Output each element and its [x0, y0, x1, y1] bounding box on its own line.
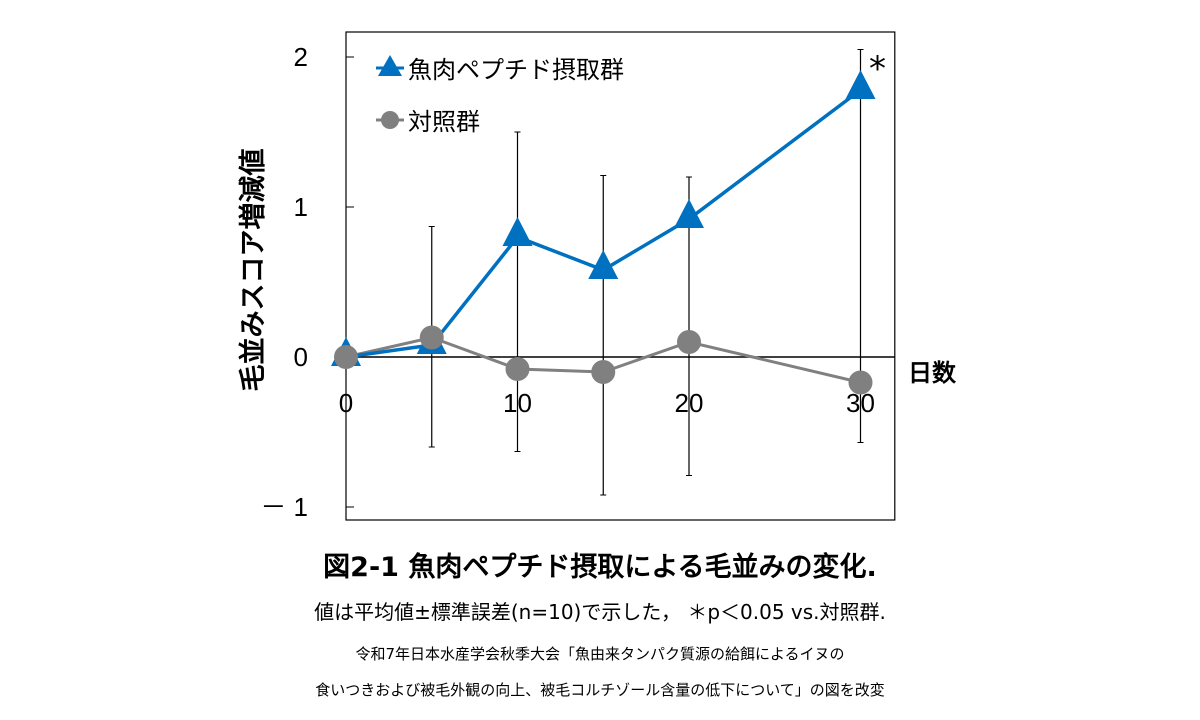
y-tick-label: 1	[294, 192, 308, 222]
y-tick-label: － 1	[260, 492, 308, 522]
triangle-marker	[674, 199, 704, 228]
triangle-marker	[845, 70, 876, 99]
legend-label-control: 対照群	[408, 108, 480, 136]
circle-marker	[677, 330, 701, 354]
x-axis-label: 日数	[908, 359, 957, 387]
circle-marker	[334, 345, 358, 369]
legend-label-peptide: 魚肉ペプチド摂取群	[408, 56, 624, 84]
x-tick-label: 10	[503, 388, 532, 418]
circle-marker	[591, 360, 616, 384]
source-line-2: 食いつきおよび被毛外観の向上、被毛コルチゾール含量の低下について」の図を改変	[315, 681, 885, 699]
circle-marker	[419, 325, 444, 350]
circle-marker	[505, 357, 530, 381]
error-bars	[428, 49, 864, 496]
figure-note: 値は平均値±標準誤差(n=10)で示した， ＊p＜0.05 vs.対照群.	[314, 600, 886, 624]
legend-triangle-icon	[378, 55, 402, 76]
significance-asterisk: *	[869, 49, 886, 89]
source-line-1: 令和7年日本水産学会秋季大会「魚由来タンパク質源の給餌によるイヌの	[355, 645, 845, 663]
triangle-marker	[588, 250, 619, 279]
y-tick-label: 2	[294, 42, 308, 72]
figure-title: 図2-1 魚肉ペプチド摂取による毛並みの変化.	[323, 552, 877, 583]
x-tick-label: 30	[846, 388, 875, 418]
legend: 魚肉ペプチド摂取群 対照群	[376, 55, 624, 136]
plot-frame	[345, 31, 896, 521]
plot-border	[345, 31, 896, 521]
series-line-control	[345, 335, 861, 384]
series-markers	[331, 70, 876, 395]
legend-circle-icon	[381, 111, 399, 129]
x-tick-label: 0	[339, 388, 353, 418]
triangle-marker	[502, 217, 533, 246]
tick-labels: 210－ 10 10 20 30	[260, 42, 875, 522]
y-tick-label: 0	[294, 342, 308, 372]
x-tick-label: 20	[675, 388, 704, 418]
series-line-peptide	[345, 88, 862, 359]
y-axis-label: 毛並みスコア増減値	[237, 149, 269, 392]
series-lines	[345, 88, 862, 384]
circle-marker	[848, 370, 873, 395]
